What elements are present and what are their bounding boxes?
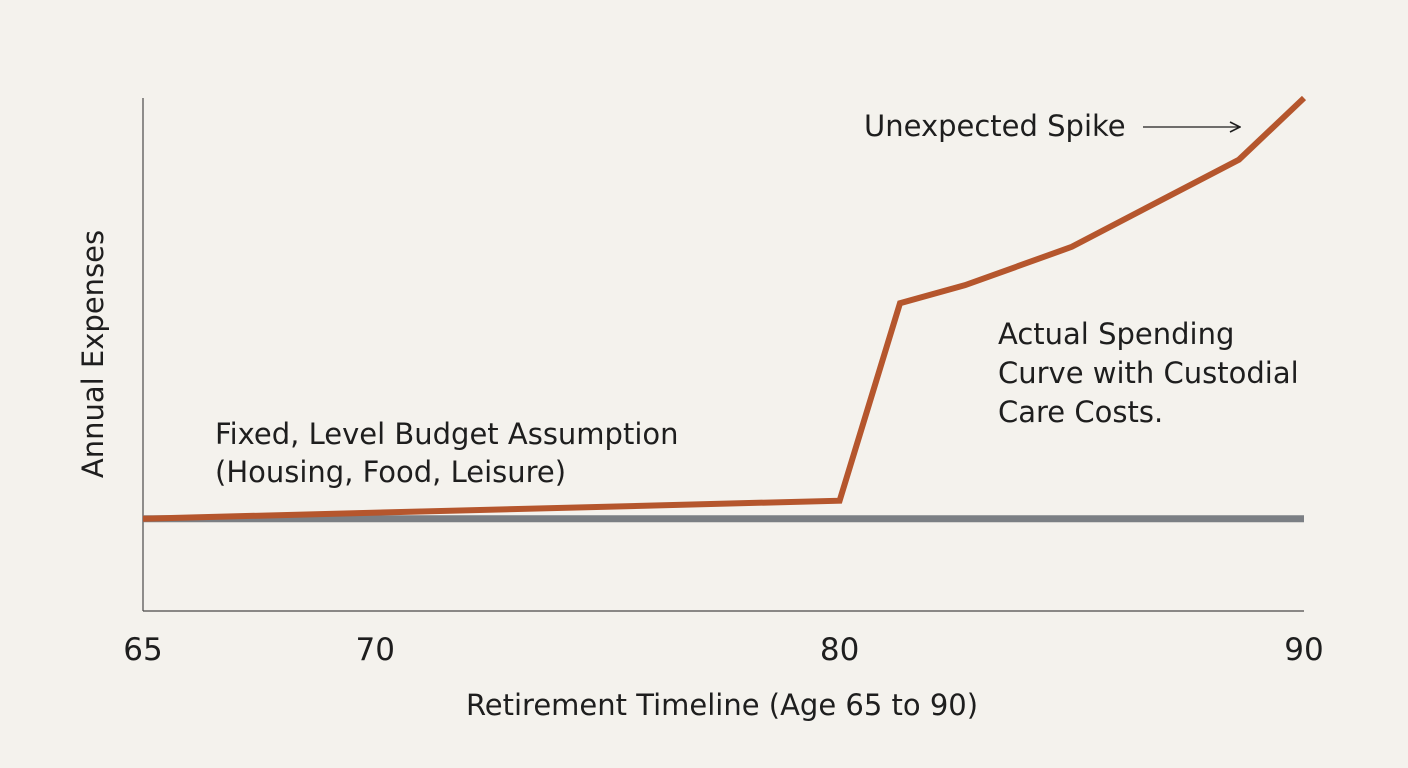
actual-spending-annotation-line-1: Actual Spending [998, 317, 1234, 351]
x-tick-label: 65 [123, 632, 162, 668]
x-tick-labels: 65 70 80 90 [123, 632, 1323, 668]
fixed-budget-annotation-line-1: Fixed, Level Budget Assumption [215, 417, 679, 451]
x-tick-label: 80 [820, 632, 859, 668]
actual-spending-annotation: Actual Spending Curve with Custodial Car… [998, 317, 1308, 429]
y-axis-title: Annual Expenses [76, 230, 110, 478]
x-tick-label: 90 [1284, 632, 1323, 668]
unexpected-spike-annotation: Unexpected Spike [864, 109, 1126, 143]
series-layer [142, 95, 1307, 523]
fixed-budget-annotation-line-2: (Housing, Food, Leisure) [215, 455, 566, 489]
actual-spending-annotation-line-3: Care Costs. [998, 395, 1163, 429]
fixed-budget-annotation: Fixed, Level Budget Assumption (Housing,… [215, 417, 688, 489]
actual-spending-annotation-line-2: Curve with Custodial [998, 356, 1299, 390]
x-axis-title: Retirement Timeline (Age 65 to 90) [466, 688, 978, 722]
actual-spending-line [142, 95, 1307, 522]
x-tick-label: 70 [355, 632, 394, 668]
